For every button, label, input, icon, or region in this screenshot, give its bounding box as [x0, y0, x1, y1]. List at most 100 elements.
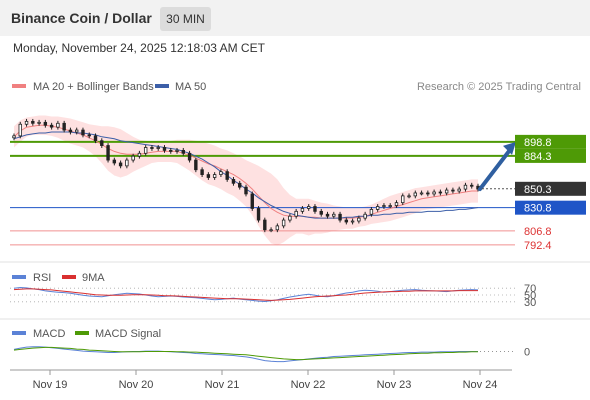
- projection-arrow: [478, 147, 512, 192]
- main-legend: MA 20 + Bollinger Bands MA 50 Research ©…: [12, 81, 581, 93]
- candle-body: [24, 120, 29, 125]
- chart-timestamp: Monday, November 24, 2025 12:18:03 AM CE…: [13, 41, 265, 55]
- candle-body: [338, 213, 342, 221]
- candle-body: [263, 219, 267, 231]
- price-level-tags: 898.8 884.3 850.3 830.8 806.8 792.4: [482, 134, 586, 252]
- projection-arrowhead: [503, 141, 516, 155]
- x-tick-label: Nov 24: [463, 379, 498, 391]
- ma50-legend-label: MA 50: [175, 81, 206, 93]
- candle-body: [269, 229, 273, 232]
- candle-body: [162, 147, 167, 151]
- price-tag-898.8: 898.8: [524, 137, 552, 149]
- macd-signal-legend-label: MACD Signal: [95, 328, 161, 340]
- macd-zero-label: 0: [524, 346, 530, 358]
- price-tag-bg: [515, 148, 586, 163]
- timeframe-badge[interactable]: 30 MIN: [160, 7, 211, 31]
- candle-body: [375, 206, 380, 210]
- candle-body: [288, 215, 292, 221]
- candle-body: [37, 121, 41, 124]
- candle-body: [294, 210, 298, 217]
- candle-body: [344, 219, 349, 223]
- x-axis-ticks: Nov 19 Nov 20 Nov 21 Nov 22 Nov 23 Nov 24: [33, 370, 498, 391]
- candle-body: [401, 195, 405, 204]
- macd-plot: 0: [13, 346, 530, 363]
- macd-legend: MACD MACD Signal: [12, 328, 161, 340]
- candle-body: [150, 147, 154, 149]
- candle-body: [93, 135, 98, 142]
- candle-body: [319, 210, 323, 215]
- rsi-legend: RSI 9MA: [12, 272, 105, 284]
- candle-body: [357, 217, 361, 222]
- instrument-title: Binance Coin / Dollar: [11, 10, 152, 26]
- rsi-level-label-70: 70: [524, 283, 536, 295]
- price-plot: [10, 115, 516, 246]
- price-tag-884.3: 884.3: [524, 151, 552, 163]
- x-tick-label: Nov 23: [377, 379, 412, 391]
- candle-body: [12, 135, 16, 139]
- candle-body: [369, 209, 374, 215]
- candle-body: [194, 159, 198, 171]
- candle-body: [451, 189, 455, 192]
- candle-body: [181, 149, 185, 154]
- rsi-ma-line: [13, 288, 478, 301]
- candle-body: [231, 179, 236, 184]
- candle-body: [432, 191, 436, 195]
- candle-body: [143, 147, 148, 154]
- candle-body: [200, 169, 204, 175]
- candle-body: [169, 149, 173, 152]
- candle-body: [206, 174, 211, 178]
- ma20-legend-swatch: [12, 84, 26, 88]
- macd-line: [13, 346, 478, 363]
- candle-body: [118, 162, 123, 167]
- candle-body: [275, 225, 280, 231]
- candle-body: [31, 120, 35, 124]
- rsi-line: [13, 286, 479, 303]
- candle-body: [219, 171, 223, 175]
- candle-body: [350, 220, 355, 223]
- candle-body: [43, 121, 48, 126]
- candle-body: [75, 129, 79, 133]
- price-tag-850.3: 850.3: [524, 184, 552, 196]
- x-tick-label: Nov 20: [119, 379, 154, 391]
- candle-body: [256, 208, 261, 221]
- ma50-legend-swatch: [155, 84, 169, 88]
- candle-body: [225, 171, 229, 180]
- x-tick-label: Nov 21: [205, 379, 240, 391]
- chart-header: Binance Coin / Dollar 30 MIN: [0, 0, 590, 36]
- candle-body: [106, 145, 110, 161]
- price-tag-bg: [515, 134, 586, 149]
- candle-body: [307, 206, 311, 209]
- candle-body: [470, 184, 474, 187]
- candle-body: [156, 147, 160, 149]
- rsi-level-label-30: 30: [524, 297, 536, 309]
- rsi-level-label-50: 50: [524, 290, 536, 302]
- candle-body: [313, 206, 317, 212]
- candle-body: [100, 140, 104, 146]
- candle-body: [81, 129, 85, 136]
- candle-body: [332, 213, 336, 217]
- candle-body: [407, 195, 411, 198]
- price-tag-830.8: 830.8: [524, 203, 552, 215]
- candle-body: [250, 193, 254, 209]
- rsi-legend-swatch: [12, 275, 26, 279]
- x-tick-label: Nov 19: [33, 379, 68, 391]
- candle-body: [419, 192, 424, 195]
- price-tag-bg: [515, 200, 586, 215]
- candle-body: [238, 182, 242, 188]
- candle-body: [281, 219, 286, 227]
- rsi-ma-legend-label: 9MA: [82, 272, 105, 284]
- candle-body: [112, 159, 117, 164]
- macd-signal-legend-swatch: [75, 331, 89, 335]
- candle-body: [457, 188, 461, 192]
- candle-body: [68, 129, 73, 133]
- bollinger-band-area: [14, 115, 478, 246]
- candle-body: [382, 205, 386, 207]
- candle-body: [18, 123, 22, 137]
- candle-body: [125, 159, 129, 167]
- ma20-line: [13, 124, 478, 219]
- x-tick-label: Nov 22: [291, 379, 326, 391]
- candle-body: [131, 155, 135, 161]
- price-tag-806.8: 806.8: [524, 226, 552, 238]
